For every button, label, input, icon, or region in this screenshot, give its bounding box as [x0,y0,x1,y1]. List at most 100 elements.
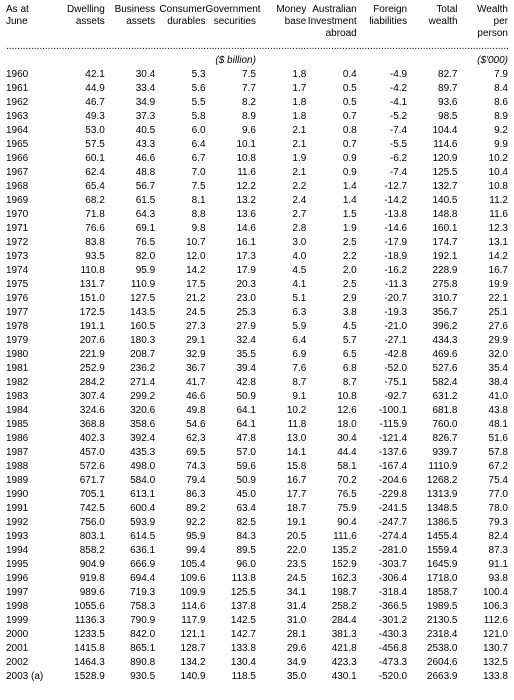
value-cell: 56.7 [105,180,155,194]
value-cell: 93.6 [407,96,457,110]
value-cell: 435.3 [105,446,155,460]
value-cell: 14.6 [206,222,256,236]
value-cell: 939.7 [407,446,457,460]
value-cell: 614.5 [105,530,155,544]
value-cell: 2.7 [256,208,306,222]
value-cell: 2.8 [256,222,306,236]
value-cell: 271.4 [105,376,155,390]
value-cell: 44.4 [306,446,356,460]
table-row: 1992756.0593.992.282.519.190.4-247.71386… [6,516,508,530]
value-cell: 11.8 [256,418,306,432]
value-cell: 125.5 [206,586,256,600]
value-cell: 858.2 [54,544,104,558]
value-cell: 148.8 [407,208,457,222]
value-cell: 5.3 [155,68,205,82]
value-cell: -11.3 [357,278,407,292]
value-cell: 430.1 [306,670,356,684]
value-cell: 705.1 [54,488,104,502]
value-cell: 0.7 [306,110,356,124]
table-row: 1990705.1613.186.345.017.776.5-229.81313… [6,488,508,502]
value-cell: 39.4 [206,362,256,376]
table-row: 1989671.7584.079.450.916.770.2-204.61268… [6,474,508,488]
value-cell: 989.6 [54,586,104,600]
value-cell: 12.6 [306,404,356,418]
value-cell: 396.2 [407,320,457,334]
value-cell: 131.7 [54,278,104,292]
value-cell: 142.7 [206,628,256,642]
value-cell: 79.3 [458,516,509,530]
value-cell: 48.1 [458,418,509,432]
value-cell: 15.8 [256,460,306,474]
value-cell: 23.5 [256,558,306,572]
value-cell: 140.5 [407,194,457,208]
year-cell: 2003 (a) [6,670,54,684]
value-cell: 92.2 [155,516,205,530]
value-cell: 826.7 [407,432,457,446]
year-cell: 1963 [6,110,54,124]
value-cell: 7.9 [458,68,509,82]
value-cell: 69.1 [105,222,155,236]
value-cell: 0.9 [306,166,356,180]
value-cell: 6.8 [306,362,356,376]
value-cell: -17.9 [357,236,407,250]
value-cell: 57.5 [54,138,104,152]
value-cell: 118.5 [206,670,256,684]
value-cell: 117.9 [155,614,205,628]
value-cell: 50.9 [206,474,256,488]
value-cell: 114.6 [407,138,457,152]
value-cell: 320.6 [105,404,155,418]
value-cell: 112.6 [458,614,509,628]
value-cell: 47.8 [206,432,256,446]
value-cell: 41.7 [155,376,205,390]
value-cell: -281.0 [357,544,407,558]
value-cell: 324.6 [54,404,104,418]
value-cell: 121.0 [458,628,509,642]
value-cell: 6.9 [256,348,306,362]
table-row: 197393.582.012.017.34.02.2-18.9192.114.2 [6,250,508,264]
year-cell: 1986 [6,432,54,446]
year-cell: 1970 [6,208,54,222]
value-cell: 57.8 [458,446,509,460]
table-row: 1975131.7110.917.520.34.12.5-11.3275.819… [6,278,508,292]
year-cell: 1982 [6,376,54,390]
value-cell: 1110.9 [407,460,457,474]
wealth-table: As atJuneDwellingassetsBusinessassetsCon… [6,4,508,684]
value-cell: 17.3 [206,250,256,264]
value-cell: 121.1 [155,628,205,642]
value-cell: 7.6 [256,362,306,376]
value-cell: 191.1 [54,320,104,334]
year-cell: 1981 [6,362,54,376]
table-row: 1977172.5143.524.525.36.33.8-19.3356.725… [6,306,508,320]
value-cell: 8.8 [155,208,205,222]
value-cell: 132.7 [407,180,457,194]
value-cell: 1415.8 [54,642,104,656]
table-row: 196762.448.87.011.62.10.9-7.4125.510.4 [6,166,508,180]
col-header: Governmentsecurities [206,4,256,40]
value-cell: 137.8 [206,600,256,614]
value-cell: 82.0 [105,250,155,264]
value-cell: 1.5 [306,208,356,222]
value-cell: 6.4 [155,138,205,152]
value-cell: 421.8 [306,642,356,656]
value-cell: 6.5 [306,348,356,362]
year-cell: 1992 [6,516,54,530]
value-cell: -18.9 [357,250,407,264]
value-cell: 99.4 [155,544,205,558]
value-cell: -4.9 [357,68,407,82]
value-cell: 198.7 [306,586,356,600]
value-cell: 93.8 [458,572,509,586]
value-cell: 358.6 [105,418,155,432]
value-cell: 100.4 [458,586,509,600]
table-row: 1985368.8358.654.664.111.818.0-115.9760.… [6,418,508,432]
value-cell: 48.8 [105,166,155,180]
value-cell: 133.8 [206,642,256,656]
value-cell: 1386.5 [407,516,457,530]
value-cell: 12.0 [155,250,205,264]
table-row: 1993803.1614.595.984.320.5111.6-274.4145… [6,530,508,544]
value-cell: 10.8 [306,390,356,404]
value-cell: 1.4 [306,180,356,194]
value-cell: 90.4 [306,516,356,530]
value-cell: 41.0 [458,390,509,404]
value-cell: 527.6 [407,362,457,376]
value-cell: 6.0 [155,124,205,138]
